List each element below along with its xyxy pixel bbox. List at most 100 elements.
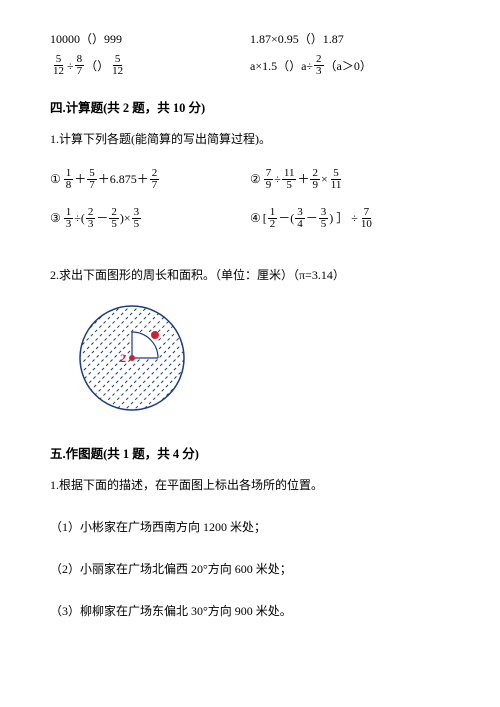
text: 10000（: [50, 30, 92, 48]
text: （a＞0）: [325, 57, 372, 75]
numerator: 3: [295, 207, 305, 219]
fraction: 27: [150, 168, 160, 191]
fraction: 2 3: [314, 54, 324, 77]
denominator: 10: [359, 219, 374, 230]
compare-row-1: 10000（ ）999 1.87×0.95（ ）1.87: [50, 30, 450, 48]
fraction: 18: [64, 168, 74, 191]
fraction: 79: [264, 168, 274, 191]
section-4-title: 四.计算题(共 2 题，共 10 分): [50, 99, 450, 118]
denominator: 4: [295, 219, 305, 230]
numerator: 2: [150, 168, 160, 180]
numerator: 1: [268, 207, 278, 219]
text: ）a÷: [289, 57, 313, 75]
fraction: 13: [64, 207, 74, 230]
denominator: 5: [284, 180, 294, 191]
numerator: 3: [132, 207, 142, 219]
fraction: 511: [329, 168, 344, 191]
op: ＋: [297, 170, 309, 188]
section-5-sub3: （3）柳柳家在广场东偏北 30°方向 900 米处。: [50, 602, 450, 620]
svg-text:2: 2: [120, 351, 126, 365]
fraction: 35: [319, 207, 329, 230]
fraction: 5 12: [51, 54, 66, 77]
numerator: 7: [264, 168, 274, 180]
circle-figure: 2: [72, 298, 450, 423]
fraction: 35: [132, 207, 142, 230]
op: ÷: [274, 170, 281, 188]
section-5-q1: 1.根据下面的描述，在平面图上标出各场所的位置。: [50, 476, 450, 494]
equation-3: ③ 13 ÷( 23 － 25 )× 35: [50, 207, 250, 230]
fraction: 115: [282, 168, 297, 191]
compare-row-2: 5 12 ÷ 8 7 （ ） 5 12 a×1.5（ ）a÷ 2 3: [50, 54, 450, 77]
numerator: 1: [64, 168, 74, 180]
op: －: [306, 209, 318, 227]
fraction: 5 12: [110, 54, 125, 77]
op: ÷: [67, 57, 74, 75]
denominator: 5: [132, 219, 142, 230]
compare-1-right: 1.87×0.95（ ）1.87: [250, 30, 450, 48]
fraction: 8 7: [75, 54, 85, 77]
denominator: 12: [110, 66, 125, 77]
text: a×1.5（: [250, 57, 289, 75]
denominator: 7: [87, 180, 97, 191]
denominator: 5: [319, 219, 329, 230]
eq-number: ③: [50, 209, 61, 227]
op: )×: [120, 209, 131, 227]
compare-2-left: 5 12 ÷ 8 7 （ ） 5 12: [50, 54, 250, 77]
fraction: 710: [359, 207, 374, 230]
equation-grid: ① 18 ＋ 57 ＋6.875＋ 27 ② 79 ÷ 115 ＋ 29 × 5…: [50, 168, 450, 246]
numerator: 5: [87, 168, 97, 180]
section-4-q1: 1.计算下列各题(能简算的写出简算过程)。: [50, 130, 450, 148]
compare-1-left: 10000（ ）999: [50, 30, 250, 48]
fraction: 23: [86, 207, 96, 230]
denominator: 9: [264, 180, 274, 191]
lparen: （: [85, 57, 97, 75]
fraction: 34: [295, 207, 305, 230]
op: ＋6.875＋: [98, 170, 149, 188]
denominator: 5: [109, 219, 119, 230]
op: ) ］ ÷: [329, 209, 358, 227]
denominator: 3: [64, 219, 74, 230]
text: ）1.87: [311, 30, 344, 48]
numerator: 5: [331, 168, 341, 180]
fraction: 12: [268, 207, 278, 230]
eq-number: ②: [250, 170, 261, 188]
numerator: 1: [64, 207, 74, 219]
lbracket: [: [263, 209, 267, 227]
numerator: 7: [362, 207, 372, 219]
equation-4: ④ [ 12 －( 34 － 35 ) ］ ÷ 710: [250, 207, 450, 230]
denominator: 8: [64, 180, 74, 191]
op: ×: [321, 170, 328, 188]
eq-number: ①: [50, 170, 61, 188]
numerator: 3: [319, 207, 329, 219]
op: ÷(: [74, 209, 85, 227]
numerator: 2: [109, 207, 119, 219]
equation-1: ① 18 ＋ 57 ＋6.875＋ 27: [50, 168, 250, 191]
op: －: [96, 209, 108, 227]
section-5-sub2: （2）小丽家在广场北偏西 20°方向 600 米处；: [50, 560, 450, 578]
denominator: 7: [150, 180, 160, 191]
numerator: 2: [310, 168, 320, 180]
numerator: 2: [86, 207, 96, 219]
section-4-q2: 2.求出下面图形的周长和面积。（单位：厘米）（π=3.14）: [50, 266, 450, 284]
section-5-sub1: （1）小彬家在广场西南方向 1200 米处；: [50, 518, 450, 536]
equation-2: ② 79 ÷ 115 ＋ 29 × 511: [250, 168, 450, 191]
numerator: 11: [282, 168, 297, 180]
text: 1.87×0.95（: [250, 30, 311, 48]
fraction: 25: [109, 207, 119, 230]
circle-svg: 2: [72, 298, 192, 418]
denominator: 9: [310, 180, 320, 191]
compare-2-right: a×1.5（ ）a÷ 2 3 （a＞0）: [250, 54, 450, 77]
rparen: ）: [97, 57, 109, 75]
denominator: 3: [314, 66, 324, 77]
op: －(: [278, 209, 294, 227]
op: ＋: [74, 170, 86, 188]
denominator: 12: [51, 66, 66, 77]
section-5-title: 五.作图题(共 1 题，共 4 分): [50, 445, 450, 464]
fraction: 57: [87, 168, 97, 191]
denominator: 11: [329, 180, 344, 191]
eq-number: ④: [250, 209, 261, 227]
text: ）999: [92, 30, 122, 48]
denominator: 7: [75, 66, 85, 77]
page: 10000（ ）999 1.87×0.95（ ）1.87 5 12 ÷ 8 7 …: [0, 0, 500, 674]
fraction: 29: [310, 168, 320, 191]
